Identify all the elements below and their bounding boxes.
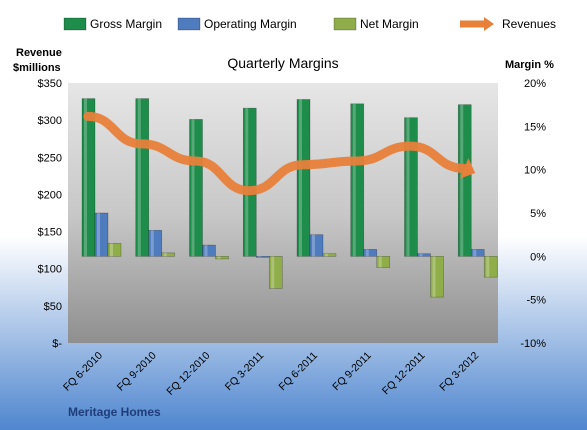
legend-swatch-net-margin bbox=[333, 17, 357, 31]
left-axis-ticks: $- $50 $100 $150 $200 $250 $300 $350 bbox=[38, 78, 63, 350]
bar-highlight bbox=[163, 252, 167, 257]
left-tick-label: $250 bbox=[38, 152, 62, 164]
left-axis-label-line1: Revenue bbox=[16, 47, 62, 59]
left-tick-label: $- bbox=[52, 338, 62, 350]
bar-gross-margin-6 bbox=[350, 103, 365, 257]
legend-label-gross-margin: Gross Margin bbox=[90, 17, 162, 31]
right-tick-label: 10% bbox=[524, 165, 546, 177]
bar-highlight bbox=[258, 256, 262, 258]
bar-operating-margin-3 bbox=[202, 244, 216, 257]
bar-net-margin-4 bbox=[268, 256, 283, 289]
bar-highlight bbox=[352, 103, 356, 257]
bar-highlight bbox=[299, 99, 302, 257]
bar-highlight bbox=[150, 230, 154, 257]
right-tick-label: 20% bbox=[524, 78, 546, 90]
legend-label-revenues: Revenues bbox=[502, 17, 556, 31]
bar-highlight bbox=[97, 213, 100, 257]
right-tick-label: -5% bbox=[526, 295, 546, 307]
legend-label-operating-margin: Operating Margin bbox=[204, 17, 297, 31]
bar-highlight bbox=[217, 256, 221, 259]
bar-highlight bbox=[137, 98, 141, 257]
bar-operating-margin-4 bbox=[255, 256, 270, 258]
bar-highlight bbox=[245, 108, 249, 257]
bar-gross-margin-3 bbox=[189, 119, 203, 257]
left-axis-label-line2: $millions bbox=[13, 62, 61, 74]
bar-highlight bbox=[271, 256, 275, 289]
bar-operating-margin-7 bbox=[417, 253, 431, 257]
bar-net-margin-6 bbox=[376, 256, 391, 268]
bar-operating-margin-6 bbox=[363, 249, 378, 257]
bar-operating-margin-1 bbox=[94, 212, 109, 257]
chart-title: Quarterly Margins bbox=[227, 55, 338, 71]
bar-highlight bbox=[204, 245, 208, 257]
bar-highlight bbox=[84, 98, 87, 257]
left-tick-label: $100 bbox=[38, 264, 62, 276]
bar-highlight bbox=[486, 256, 490, 278]
bar-gross-margin-4 bbox=[242, 107, 257, 257]
company-caption: Meritage Homes bbox=[68, 405, 161, 419]
right-tick-label: 5% bbox=[530, 208, 546, 220]
bar-highlight bbox=[473, 249, 477, 257]
left-tick-label: $50 bbox=[44, 301, 62, 313]
bar-net-margin-7 bbox=[430, 256, 444, 298]
bar-operating-margin-5 bbox=[309, 234, 324, 257]
left-tick-label: $200 bbox=[38, 189, 62, 201]
bar-operating-margin-8 bbox=[470, 249, 485, 257]
bar-net-margin-8 bbox=[483, 256, 498, 278]
bar-gross-margin-5 bbox=[296, 99, 311, 257]
bar-operating-margin-2 bbox=[148, 230, 163, 257]
legend-swatch-operating-margin bbox=[177, 17, 201, 31]
left-tick-label: $300 bbox=[38, 115, 62, 127]
right-tick-label: -10% bbox=[520, 338, 546, 350]
bars bbox=[81, 98, 498, 298]
bar-net-margin-5 bbox=[322, 253, 337, 257]
bar-highlight bbox=[419, 253, 423, 257]
plot-area bbox=[68, 83, 498, 343]
left-tick-label: $150 bbox=[38, 227, 62, 239]
bar-highlight bbox=[325, 253, 328, 257]
revenue-line-path bbox=[83, 111, 469, 196]
left-tick-label: $350 bbox=[38, 78, 62, 90]
legend: Gross Margin Operating Margin Net Margin Re… bbox=[63, 17, 556, 31]
bar-gross-margin-7 bbox=[404, 117, 418, 257]
bar-net-margin-2 bbox=[161, 252, 176, 257]
bar-gross-margin-2 bbox=[135, 98, 150, 257]
bar-highlight bbox=[432, 256, 436, 298]
legend-arrow-icon bbox=[484, 17, 494, 31]
bar-highlight bbox=[110, 243, 113, 257]
legend-swatch-gross-margin bbox=[63, 17, 87, 31]
bar-highlight bbox=[365, 249, 369, 257]
bar-highlight bbox=[406, 117, 410, 257]
bar-net-margin-3 bbox=[215, 256, 229, 260]
revenue-arrowhead bbox=[459, 158, 476, 179]
revenue-line bbox=[83, 111, 476, 196]
bar-net-margin-1 bbox=[107, 243, 122, 257]
right-axis-ticks: -10% -5% 0% 5% 10% 15% 20% bbox=[520, 78, 546, 350]
right-axis-label: Margin % bbox=[505, 59, 554, 71]
bar-highlight bbox=[460, 104, 464, 257]
bar-gross-margin-1 bbox=[81, 98, 96, 257]
right-tick-label: 0% bbox=[530, 251, 546, 263]
legend-label-net-margin: Net Margin bbox=[360, 17, 419, 31]
bar-gross-margin-8 bbox=[457, 104, 472, 257]
right-tick-label: 15% bbox=[524, 121, 546, 133]
bar-highlight bbox=[378, 256, 382, 268]
bar-highlight bbox=[312, 234, 315, 257]
bar-highlight bbox=[191, 119, 195, 257]
